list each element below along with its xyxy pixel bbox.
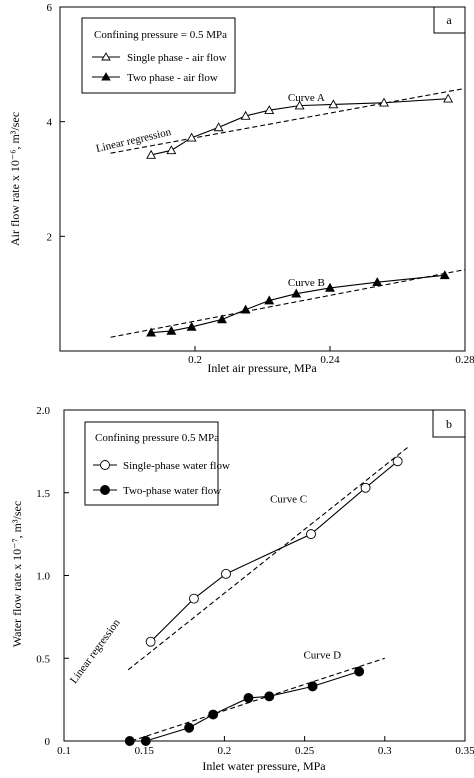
series-1-point: [221, 568, 231, 579]
regression-line: [110, 269, 466, 338]
data-layer: Curve A Curve B Linear regression: [95, 87, 466, 338]
panel-label: b: [446, 417, 452, 431]
series-1-point: [379, 97, 389, 107]
annotation-label: Curve D: [303, 649, 341, 661]
panel-label: a: [446, 13, 452, 27]
regression-line: [110, 87, 466, 154]
panel-label-box: [432, 409, 466, 438]
series-2-point: [439, 270, 450, 280]
legend-series-2-label: Two-phase water flow: [123, 485, 221, 497]
x-tick-label: 0.15: [135, 745, 155, 757]
series-2-point: [354, 666, 365, 677]
x-tick-label: 0.2: [188, 354, 202, 366]
legend-series-1-label: Single phase - air flow: [127, 52, 227, 64]
x-tick-label: 0.25: [295, 745, 315, 757]
annotation-label: Linear regression: [95, 126, 173, 155]
legend: Confining pressure = 0.5 MPa Single phas…: [81, 17, 236, 94]
series-2-point: [184, 722, 195, 733]
series-1-point: [306, 529, 316, 540]
series-2-point: [243, 693, 254, 703]
series-1-point: [213, 122, 224, 132]
y-tick-label: 0.5: [36, 653, 50, 665]
series-1-point: [186, 132, 197, 142]
series-1-point: [145, 636, 156, 647]
y-axis-label: Air flow rate x 10⁻⁶, m³/sec: [8, 112, 22, 246]
legend-series-2-label: Two phase - air flow: [127, 72, 218, 84]
y-tick-label: 2.0: [36, 405, 50, 417]
y-tick-label: 6: [47, 2, 53, 14]
x-tick-label: 0.24: [320, 354, 340, 366]
panel-label-box: [433, 6, 466, 34]
series-1-point: [360, 482, 371, 493]
regression-line: [127, 445, 410, 671]
legend-marker-open-triangle: [101, 52, 111, 61]
series-2-point: [240, 304, 251, 314]
x-tick-label: 0.28: [455, 354, 474, 366]
series-1-point: [294, 100, 305, 110]
series-1-point: [392, 456, 403, 467]
x-axis-label: Inlet water pressure, MPa: [202, 759, 326, 773]
series-2-line: [151, 274, 445, 334]
series-2-point: [291, 288, 302, 298]
legend-title: Confining pressure = 0.5 MPa: [94, 29, 227, 41]
ticks-layer: 0.2 0.24 0.28 2 4 6: [47, 2, 474, 366]
y-tick-label: 2: [47, 231, 53, 243]
series-2-point: [166, 325, 177, 335]
series-1-point: [328, 99, 339, 109]
series-2-point: [217, 314, 227, 324]
y-tick-label: 1.5: [36, 488, 50, 500]
series-2-point: [186, 321, 197, 331]
series-2-line: [129, 670, 360, 742]
x-tick-label: 0.3: [378, 745, 392, 757]
series-1-point: [166, 145, 177, 155]
annotation-label: Curve C: [270, 494, 307, 506]
legend-marker-open-circle: [100, 460, 110, 470]
plot-frame: [59, 6, 466, 352]
legend-marker-filled-circle: [100, 485, 110, 495]
series-1-point: [443, 93, 454, 103]
legend-marker-filled-triangle: [101, 72, 111, 81]
x-tick-label: 0.1: [57, 745, 71, 757]
y-tick-label: 4: [47, 117, 53, 129]
series-2-point: [325, 282, 335, 292]
series-1-point: [264, 105, 275, 115]
legend: Confining pressure 0.5 MPa Single-phase …: [84, 421, 230, 506]
series-1-line: [150, 460, 398, 643]
series-1-point: [146, 149, 157, 159]
series-2-point: [208, 709, 219, 720]
x-tick-label: 0.35: [455, 745, 474, 757]
annotation-label: Linear regression: [68, 617, 123, 686]
x-axis-label: Inlet air pressure, MPa: [207, 361, 317, 375]
series-2-point: [372, 277, 383, 287]
annotation-label: Curve A: [288, 92, 325, 104]
series-2-point: [124, 736, 135, 746]
y-axis-label: Water flow rate x 10⁻⁷, m³/sec: [10, 501, 24, 647]
legend-series-1-label: Single-phase water flow: [123, 460, 230, 472]
series-2-point: [146, 327, 157, 337]
series-1-point: [188, 593, 199, 604]
y-tick-label: 1.0: [36, 571, 50, 583]
ticks-layer: 0.1 0.15 0.2 0.25 0.3 0.35 0 0.5 1.0 1.5 2.0: [36, 405, 474, 757]
legend-title: Confining pressure 0.5 MPa: [95, 432, 219, 444]
series-2-point: [307, 681, 318, 692]
series-1-point: [240, 110, 251, 120]
x-tick-label: 0.2: [218, 745, 232, 757]
annotation-label: Curve B: [288, 277, 325, 289]
regression-line: [131, 657, 385, 742]
series-2-point: [264, 691, 275, 702]
series-2-point: [264, 295, 275, 305]
y-tick-label: 0: [45, 736, 51, 748]
series-1-line: [151, 98, 449, 156]
series-2-point: [140, 736, 151, 746]
